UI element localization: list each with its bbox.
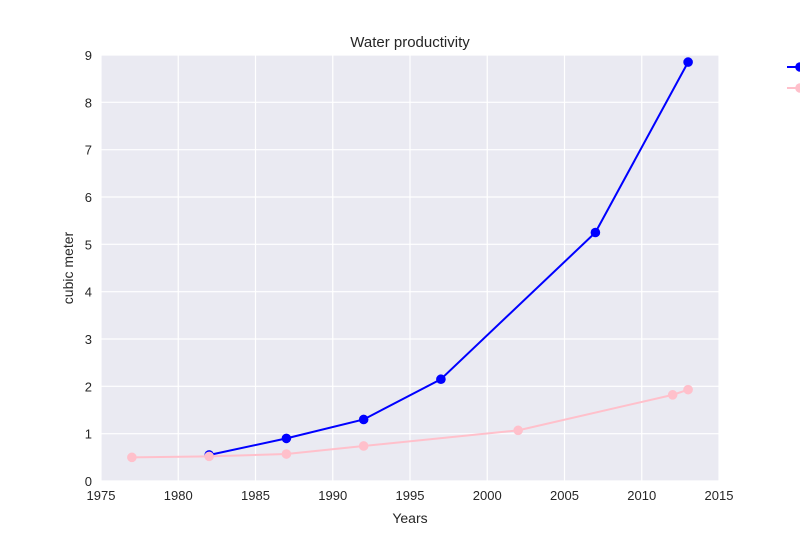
- data-point: [358, 441, 369, 451]
- data-point: [436, 374, 446, 385]
- chart-title: Water productivity: [350, 34, 470, 51]
- y-tick-label: 3: [85, 332, 92, 347]
- y-tick-label: 4: [85, 285, 92, 300]
- data-point: [513, 425, 523, 436]
- data-point: [204, 451, 214, 462]
- y-tick-label: 1: [85, 427, 92, 442]
- grid: [100, 54, 720, 482]
- x-tick-label: 2000: [473, 488, 502, 503]
- legend-item-1: [787, 62, 800, 72]
- series-layer: [127, 57, 693, 463]
- data-point: [683, 57, 693, 67]
- x-tick-label: 1990: [318, 488, 347, 503]
- x-tick-label: 2015: [705, 488, 734, 503]
- series-2: [127, 384, 693, 463]
- y-tick-label: 2: [85, 379, 92, 394]
- x-tick-label: 2005: [550, 488, 579, 503]
- data-point: [358, 414, 369, 425]
- x-axis-label: Years: [392, 510, 427, 526]
- y-tick-label: 5: [85, 237, 92, 252]
- legend: [787, 62, 800, 93]
- legend-item-2: [787, 83, 800, 93]
- x-tick-label: 2010: [627, 488, 656, 503]
- legend-marker: [795, 62, 800, 72]
- legend-marker: [795, 83, 800, 93]
- x-tick-label: 1995: [396, 488, 425, 503]
- data-point: [667, 390, 678, 400]
- data-point: [590, 227, 601, 238]
- data-point: [281, 433, 292, 444]
- y-tick-label: 0: [85, 474, 92, 489]
- x-tick-label: 1980: [164, 488, 193, 503]
- data-point: [683, 384, 693, 395]
- x-tick-label: 1985: [241, 488, 270, 503]
- y-axis-label: cubic meter: [60, 231, 76, 304]
- x-tick-label: 1975: [87, 488, 116, 503]
- y-tick-label: 6: [85, 190, 92, 205]
- data-point: [127, 452, 137, 463]
- y-tick-label: 9: [85, 48, 92, 63]
- data-point: [281, 449, 292, 459]
- tick-labels: 1975 1980 1985 1990 1995 2000 2005 2010 2015 0 1 2 3…: [85, 48, 734, 503]
- y-tick-label: 7: [85, 143, 92, 158]
- y-tick-label: 8: [85, 95, 92, 110]
- series-line: [208, 61, 689, 456]
